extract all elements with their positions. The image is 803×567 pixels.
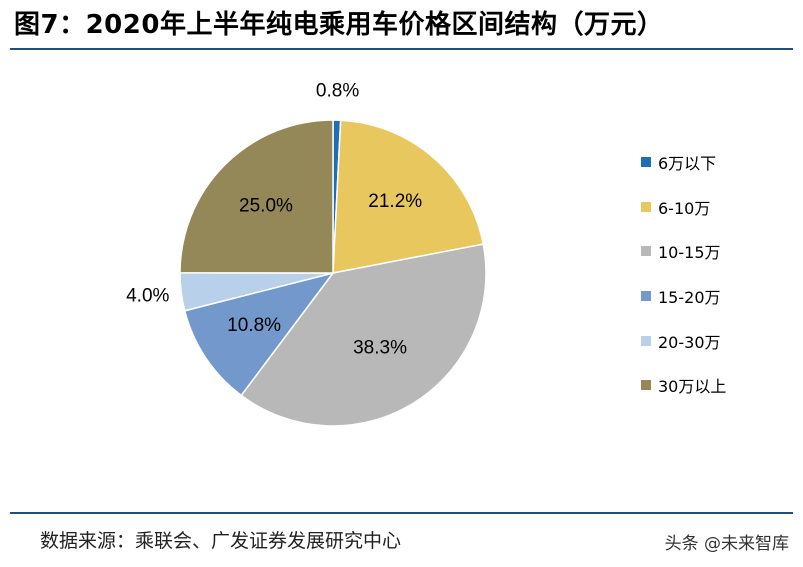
legend-item: 6-10万 [641,185,726,230]
chart-title: 图7：2020年上半年纯电乘用车价格区间结构（万元） [14,10,664,40]
legend-item: 6万以下 [641,140,726,185]
legend-swatch [641,157,651,168]
pie-data-label: 10.8% [227,315,281,336]
title-divider [10,48,793,50]
pie-slice-2 [332,119,485,274]
pie-data-label: 4.0% [126,286,169,307]
legend-swatch [641,201,651,212]
pie-data-label: 38.3% [353,338,407,359]
legend-label: 6万以下 [658,154,717,174]
legend-label: 30万以上 [658,377,727,397]
legend-swatch [641,246,651,257]
legend-item: 15-20万 [641,274,726,319]
pie-slice-3 [240,243,487,427]
legend-item: 30万以上 [641,363,726,408]
legend-swatch [641,335,651,346]
legend-label: 10-15万 [658,243,721,263]
legend-item: 10-15万 [641,229,726,274]
legend-swatch [641,291,651,302]
pie-data-label: 21.2% [368,191,422,212]
pie-slice-4 [183,271,335,397]
source-note: 数据来源：乘联会、广发证券发展研究中心 [40,530,402,552]
legend-label: 20-30万 [658,332,721,352]
pie-data-label: 0.8% [316,80,359,101]
legend-swatch [641,380,651,391]
pie-slice-6 [179,119,334,274]
footer-divider [10,512,793,514]
legend-label: 15-20万 [658,288,721,308]
legend-item: 20-30万 [641,318,726,363]
legend-label: 6-10万 [658,198,711,218]
legend: 6万以下 6-10万 10-15万 15-20万 20-30万 30万以上 [641,140,726,408]
watermark: 头条 @未来智库 [664,534,789,554]
pie-data-label: 25.0% [239,195,293,216]
